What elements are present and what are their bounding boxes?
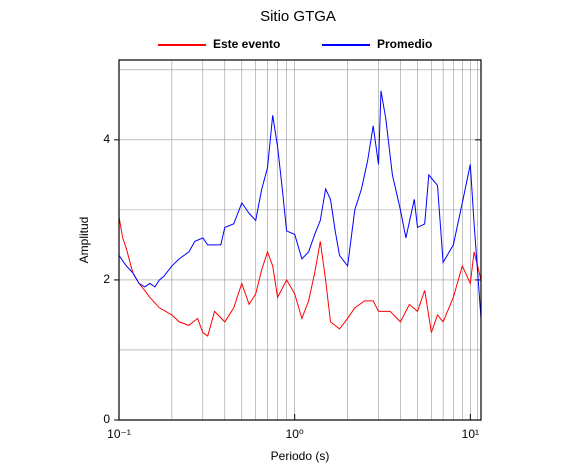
legend-label: Promedio — [377, 37, 432, 51]
plot-frame — [118, 59, 482, 421]
x-tick-label: 10¹ — [462, 427, 479, 441]
y-tick-label: 0 — [103, 412, 110, 426]
y-tick-label: 2 — [103, 272, 110, 286]
legend-label: Este evento — [213, 37, 280, 51]
chart-title: Sitio GTGA — [260, 8, 336, 25]
y-tick-label: 4 — [103, 132, 110, 146]
y-axis-label: Amplitud — [77, 217, 91, 264]
series-line — [118, 216, 482, 337]
x-tick-label: 10⁻¹ — [107, 427, 131, 441]
x-tick-label: 10⁰ — [286, 427, 304, 441]
series-line — [118, 90, 482, 319]
x-axis-label: Periodo (s) — [271, 449, 330, 463]
